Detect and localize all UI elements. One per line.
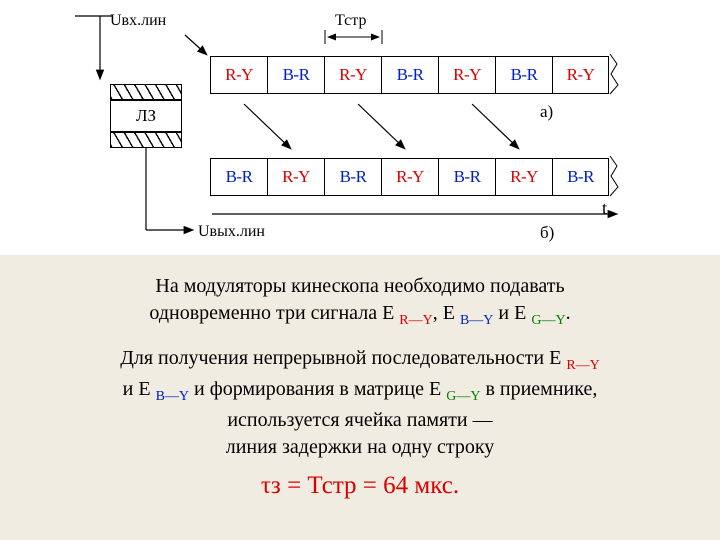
time-axis-label: t (602, 198, 607, 219)
p2b: и Е (123, 378, 156, 400)
e-by: B—Y (460, 313, 493, 328)
text-area: На модуляторы кинескопа необходимо подав… (0, 255, 720, 540)
p1a: На модуляторы кинескопа необходимо подав… (155, 275, 564, 297)
sequence-cell: B-R (438, 159, 495, 195)
sequence-cell: R-Y (381, 159, 438, 195)
sequence-cell: R-Y (495, 159, 552, 195)
equation: τз = Тстр = 64 мкс. (20, 469, 700, 503)
lz-hatch-bottom (110, 132, 182, 148)
torn-edge-b (609, 154, 621, 198)
p2d: в приемнике, (480, 378, 597, 400)
lz-hatch-top (110, 84, 182, 100)
sequence-row-b: B-RR-YB-RR-YB-RR-YB-R (210, 158, 609, 196)
sequence-cell: B-R (552, 159, 609, 195)
sequence-cell: R-Y (552, 57, 609, 93)
sequence-cell: B-R (210, 159, 267, 195)
comma1: , Е (433, 302, 460, 324)
e-gy2: G—Y (446, 389, 480, 404)
e-ry2: R—Y (566, 358, 599, 373)
dot1: . (566, 302, 571, 324)
paragraph-1: На модуляторы кинескопа необходимо подав… (20, 273, 700, 331)
p2f: линия задержки на одну строку (226, 436, 495, 458)
p2e: используется ячейка памяти — (227, 409, 492, 431)
sequence-cell: B-R (381, 57, 438, 93)
sequence-cell: B-R (495, 57, 552, 93)
period-label: Тстр (335, 12, 366, 30)
and1: и Е (493, 302, 531, 324)
e-by2: B—Y (156, 389, 189, 404)
row-b-label: б) (540, 223, 554, 243)
lz-label: ЛЗ (136, 106, 156, 125)
sequence-row-a: R-YB-RR-YB-RR-YB-RR-Y (210, 56, 609, 94)
sequence-cell: R-Y (210, 57, 267, 93)
arrows-overlay (0, 0, 720, 255)
sequence-cell: B-R (267, 57, 324, 93)
p2a: Для получения непрерывной последовательн… (120, 347, 566, 369)
e-ry: R—Y (399, 313, 432, 328)
p2c: и формирования в матрице Е (189, 378, 446, 400)
torn-edge-a (609, 52, 621, 96)
e-gy: G—Y (531, 313, 565, 328)
sequence-cell: B-R (324, 159, 381, 195)
lz-box: ЛЗ (110, 100, 182, 132)
paragraph-2: Для получения непрерывной последовательн… (20, 345, 700, 461)
row-a-label: а) (540, 102, 553, 122)
input-label: Uвх.лин (110, 12, 166, 30)
sequence-cell: R-Y (267, 159, 324, 195)
output-label: Uвых.лин (198, 223, 265, 241)
sequence-cell: R-Y (324, 57, 381, 93)
p1b: одновременно три сигнала Е (149, 302, 399, 324)
sequence-cell: R-Y (438, 57, 495, 93)
diagram-area: ЛЗ R-YB-RR-YB-RR-YB-RR-Y а) B-RR-YB-RR-Y… (0, 0, 720, 255)
